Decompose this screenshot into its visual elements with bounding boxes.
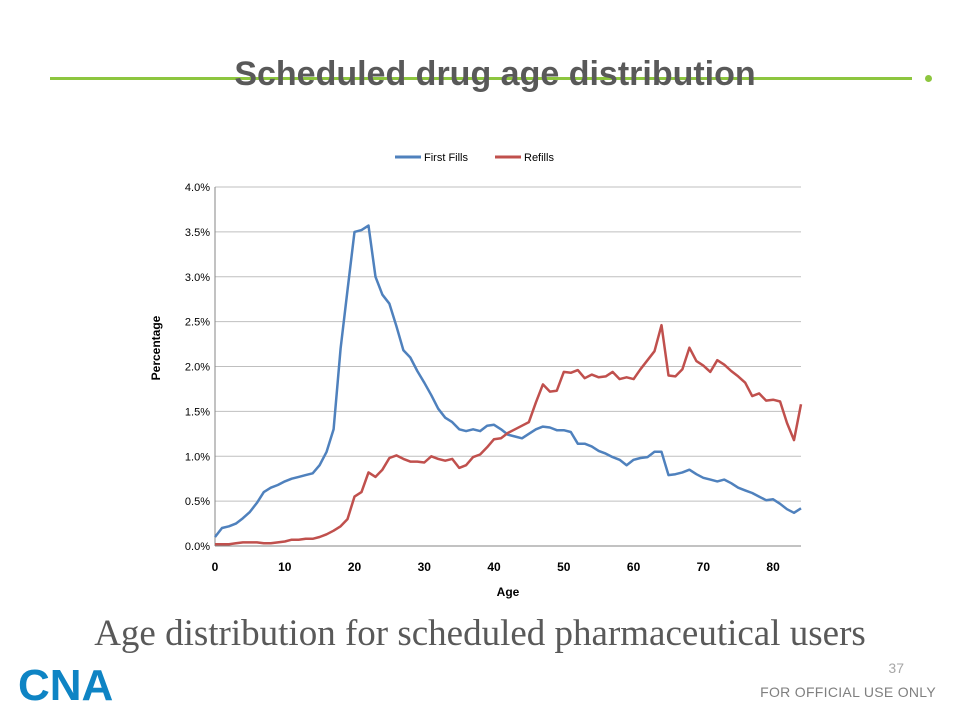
- y-tick-label: 0.0%: [185, 541, 210, 553]
- gridlines: [215, 186, 801, 502]
- y-tick-label: 0.5%: [185, 496, 210, 508]
- series-lines: [214, 224, 803, 546]
- x-tick-label: 60: [627, 560, 641, 574]
- title-rule: [50, 77, 912, 80]
- y-tick-label: 2.0%: [185, 362, 210, 374]
- slide-caption: Age distribution for scheduled pharmaceu…: [94, 613, 866, 654]
- x-tick-label: 50: [557, 560, 571, 574]
- axes: [214, 187, 801, 547]
- slide-number: 37: [888, 660, 904, 676]
- series-line-first-fills: [214, 224, 802, 538]
- y-tick-label: 1.0%: [185, 451, 210, 463]
- cna-logo: CNA: [18, 661, 113, 710]
- title-rule-dot: [925, 75, 932, 82]
- x-tick-label: 80: [766, 560, 780, 574]
- y-tick-label: 4.0%: [185, 182, 210, 194]
- x-axis-label: Age: [497, 585, 520, 599]
- slide-title: Scheduled drug age distribution: [234, 55, 756, 93]
- x-tick-label: 0: [212, 560, 219, 574]
- x-tick-label: 40: [487, 560, 501, 574]
- y-tick-label: 2.5%: [185, 317, 210, 329]
- y-axis-label: Percentage: [149, 315, 163, 380]
- classification-footer: FOR OFFICIAL USE ONLY: [760, 684, 936, 700]
- x-tick-label: 70: [697, 560, 711, 574]
- legend: First Fills Refills: [395, 152, 554, 164]
- x-tick-label: 10: [278, 560, 292, 574]
- y-tick-label: 1.5%: [185, 406, 210, 418]
- x-tick-label: 20: [348, 560, 362, 574]
- legend-label-refills: Refills: [524, 152, 554, 164]
- logo-text: CNA: [18, 661, 113, 710]
- y-tick-label: 3.5%: [185, 227, 210, 239]
- y-tick-label: 3.0%: [185, 272, 210, 284]
- tick-labels: 0.0% 0.5% 1.0% 1.5% 2.0% 2.5% 3.0% 3.5% 4.0% 0 10 2…: [185, 182, 780, 574]
- series-line-refills: [215, 323, 803, 546]
- legend-label-first-fills: First Fills: [424, 152, 468, 164]
- x-tick-label: 30: [418, 560, 432, 574]
